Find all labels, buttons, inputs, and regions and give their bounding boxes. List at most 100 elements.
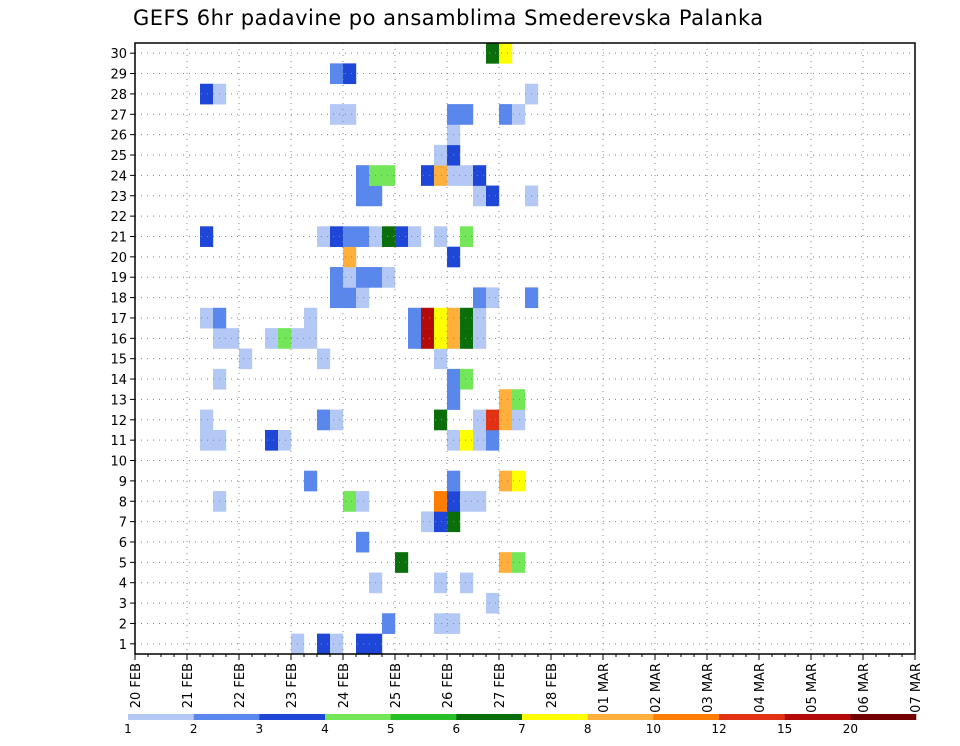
colorbar-label: 15 [777,722,792,736]
heatmap-cell [330,409,344,431]
heatmap-cell [356,165,370,186]
heatmap-cell [330,267,344,288]
heatmap-cell [421,511,435,533]
heatmap-cell [356,633,370,655]
heatmap-cell [395,226,409,247]
heatmap-cell [382,165,396,186]
colorbar-label: 4 [321,722,329,736]
y-tick-label: 13 [110,393,127,408]
heatmap-cell [460,226,474,247]
heatmap-cell [317,348,331,370]
y-tick-label: 4 [119,577,127,592]
heatmap-cell [278,328,292,349]
heatmap-cell [460,429,474,451]
heatmap-cell [343,287,357,309]
heatmap-cell [473,287,487,309]
heatmap-cell [473,328,487,349]
colorbar-label: 10 [646,722,661,736]
heatmap-cell [486,185,500,207]
colorbar-label: 3 [256,722,264,736]
heatmap-cell [473,185,487,207]
y-tick-label: 24 [110,169,127,184]
y-tick-label: 18 [110,292,127,307]
colorbar-segment [587,714,654,720]
heatmap-cell [226,328,240,349]
heatmap-cell [200,83,214,105]
y-tick-label: 16 [110,332,127,347]
heatmap-cell [421,307,435,329]
heatmap-cell [460,572,474,594]
heatmap-cell [434,307,448,329]
colorbar-segment [325,714,391,720]
heatmap-cell [317,633,331,655]
heatmap-cell [304,470,318,492]
heatmap-cell [434,226,448,247]
heatmap-cell [356,185,370,207]
x-tick-label: 28 FEB [545,663,560,708]
heatmap-cell [499,409,513,431]
y-tick-label: 14 [110,373,127,388]
heatmap-cell [200,307,214,329]
y-tick-label: 12 [110,414,127,429]
y-tick-label: 10 [110,455,127,470]
heatmap-cell [395,552,409,573]
colorbar-segment [653,714,720,720]
heatmap-cell [499,470,513,492]
heatmap-cell [434,409,448,431]
y-tick-label: 1 [119,638,127,653]
colorbar-label: 5 [387,722,395,736]
heatmap-cell [486,409,500,431]
heatmap-cell [304,328,318,349]
heatmap-cell [473,429,487,451]
heatmap-cell [330,104,344,125]
x-tick-label: 22 FEB [233,663,248,708]
heatmap-cell [304,307,318,329]
heatmap-cell [460,104,474,125]
heatmap-cell [460,307,474,329]
heatmap-cell [330,226,344,247]
heatmap-cell [330,287,344,309]
x-tick-label: 04 MAR [753,663,768,713]
heatmap-cell [278,429,292,451]
heatmap-cell [317,226,331,247]
heatmap-cell [512,552,526,573]
heatmap-cell [434,613,448,634]
heatmap-cell [512,389,526,410]
heatmap-cell [512,104,526,125]
heatmap-cell [200,429,214,451]
y-tick-label: 30 [110,47,127,62]
colorbar-segment [456,714,523,720]
heatmap-cell [460,491,474,512]
heatmap-cell [421,328,435,349]
heatmap-cell [486,43,500,64]
heatmap-cell [265,429,279,451]
heatmap-cell [421,165,435,186]
y-tick-label: 7 [119,516,127,531]
heatmap-cell [460,165,474,186]
heatmap-cell [460,328,474,349]
x-tick-label: 27 FEB [493,663,508,708]
y-tick-label: 3 [119,597,127,612]
y-tick-label: 23 [110,190,127,205]
x-tick-label: 07 MAR [909,663,924,713]
heatmap-cell [434,144,448,166]
heatmap-cell [434,511,448,533]
heatmap-cell [486,429,500,451]
x-tick-label: 06 MAR [857,663,872,713]
y-tick-label: 27 [110,108,127,123]
x-tick-label: 21 FEB [181,663,196,708]
y-tick-label: 21 [110,230,127,245]
heatmap-cell [265,328,279,349]
colorbar-label: 20 [843,722,858,736]
heatmap-cell [239,348,253,370]
heatmap-cell [343,226,357,247]
heatmap-cell [486,287,500,309]
y-tick-label: 25 [110,149,127,164]
x-tick-label: 24 FEB [337,663,352,708]
heatmap-cell [512,470,526,492]
y-tick-label: 5 [119,556,127,571]
heatmap-cell [473,165,487,186]
x-tick-label: 01 MAR [597,663,612,713]
colorbar-label: 6 [453,722,461,736]
heatmap-cell [408,307,422,329]
